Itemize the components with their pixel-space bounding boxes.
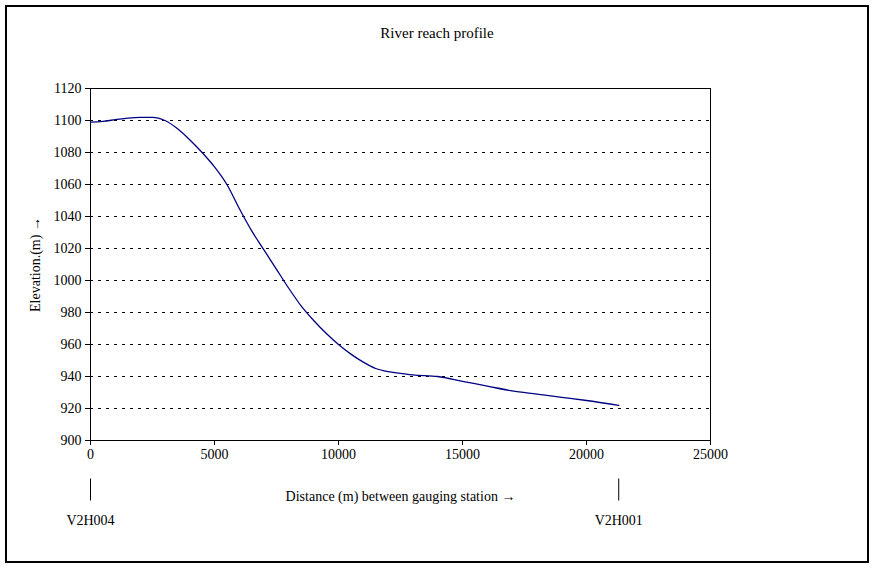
- svg-text:5000: 5000: [201, 447, 229, 462]
- svg-text:1060: 1060: [54, 177, 82, 192]
- html-text:River reach profile: River reach profile: [380, 25, 494, 41]
- svg-text:1120: 1120: [54, 81, 81, 96]
- svg-text:1080: 1080: [54, 145, 82, 160]
- svg-text:10000: 10000: [321, 447, 356, 462]
- svg-text:1020: 1020: [54, 241, 82, 256]
- svg-text:1000: 1000: [54, 273, 82, 288]
- svg-text:920: 920: [61, 401, 82, 416]
- svg-text:960: 960: [61, 337, 82, 352]
- svg-text:1040: 1040: [54, 209, 82, 224]
- svg-text:940: 940: [61, 369, 82, 384]
- svg-text:Distance (m) between gauging s: Distance (m) between gauging station →: [286, 489, 516, 505]
- svg-text:15000: 15000: [445, 447, 480, 462]
- svg-text:20000: 20000: [569, 447, 604, 462]
- svg-text:V2H004: V2H004: [66, 513, 114, 528]
- svg-text:Elevation.(m) →: Elevation.(m) →: [28, 217, 44, 312]
- svg-text:900: 900: [61, 433, 82, 448]
- svg-text:25000: 25000: [693, 447, 728, 462]
- svg-text:1100: 1100: [54, 113, 81, 128]
- svg-text:V2H001: V2H001: [595, 513, 643, 528]
- svg-text:0: 0: [87, 447, 94, 462]
- svg-text:980: 980: [61, 305, 82, 320]
